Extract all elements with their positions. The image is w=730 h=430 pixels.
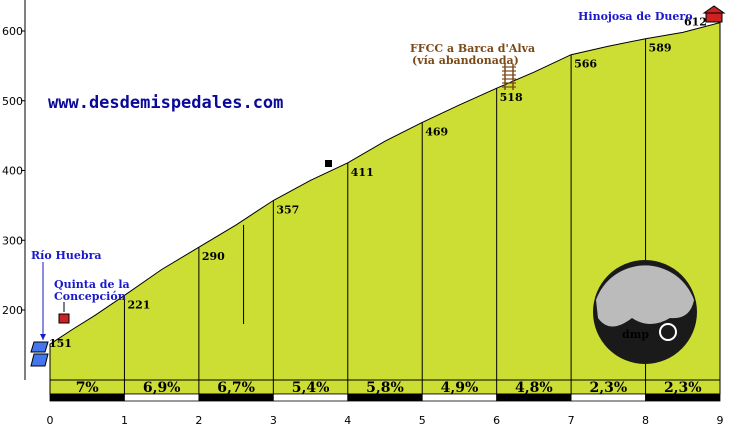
town-icon-roof	[702, 5, 726, 14]
y-tick-label-600: 600	[2, 25, 23, 38]
farm-house-icon	[58, 313, 70, 324]
annotation-farm-line1: Quinta de la	[54, 278, 130, 291]
x-tick-label-9: 9	[717, 414, 724, 427]
gradient-label-3: 5,4%	[292, 380, 330, 396]
x-tick-label-6: 6	[493, 414, 500, 427]
y-tick-label-300: 300	[2, 234, 23, 247]
website-text: www.desdemispedales.com	[48, 93, 283, 113]
distance-segment-7	[570, 393, 646, 402]
gradient-label-5: 4,9%	[441, 380, 479, 396]
x-tick-label-7: 7	[568, 414, 575, 427]
distance-segment-1	[124, 393, 200, 402]
gradient-label-4: 5,8%	[366, 380, 404, 396]
logo-spiral	[659, 323, 677, 341]
logo-cloud	[596, 265, 694, 327]
annotation-railway-line2: (vía abandonada)	[412, 54, 519, 67]
fountain-icon	[325, 160, 332, 167]
gradient-label-6: 4,8%	[515, 380, 553, 396]
x-tick-label-1: 1	[121, 414, 128, 427]
elevation-label-411: 411	[351, 166, 374, 179]
distance-segment-6	[496, 393, 572, 402]
x-tick-label-4: 4	[344, 414, 351, 427]
annotation-end-town: Hinojosa de Duero	[578, 10, 693, 23]
elevation-label-290: 290	[202, 250, 225, 263]
x-tick-label-2: 2	[195, 414, 202, 427]
annotation-start-river: Río Huebra	[31, 249, 102, 262]
y-tick-label-500: 500	[2, 95, 23, 108]
gradient-label-2: 6,7%	[217, 380, 255, 396]
gradient-label-1: 6,9%	[143, 380, 181, 396]
river-pointer-arrow	[40, 334, 46, 340]
gradient-label-7: 2,3%	[589, 380, 627, 396]
distance-segment-8	[645, 393, 721, 402]
distance-segment-5	[421, 393, 498, 402]
elevation-label-566: 566	[574, 58, 597, 71]
elevation-label-612: 612	[684, 16, 707, 29]
x-tick-label-5: 5	[419, 414, 426, 427]
x-tick-label-0: 0	[47, 414, 54, 427]
elevation-label-151: 151	[49, 337, 72, 350]
distance-segment-3	[272, 393, 349, 402]
distance-segment-0	[49, 393, 125, 402]
elevation-label-589: 589	[649, 42, 672, 55]
x-tick-label-8: 8	[642, 414, 649, 427]
y-tick-label-200: 200	[2, 304, 23, 317]
gradient-label-8: 2,3%	[664, 380, 702, 396]
river-icon-top	[30, 341, 49, 353]
logo-text: dmp	[622, 328, 649, 341]
x-tick-label-3: 3	[270, 414, 277, 427]
gradient-label-0: 7%	[76, 380, 99, 396]
y-tick-label-400: 400	[2, 165, 23, 178]
distance-segment-2	[198, 393, 274, 402]
elevation-label-518: 518	[500, 91, 523, 104]
annotation-farm-line2: Concepción	[54, 290, 126, 303]
annotation-railway-line1: FFCC a Barca d'Alva	[410, 42, 535, 55]
distance-segment-4	[347, 393, 423, 402]
profile-area	[49, 21, 721, 381]
river-icon-bottom	[30, 353, 49, 367]
elevation-label-221: 221	[127, 298, 150, 311]
elevation-label-469: 469	[425, 125, 448, 138]
elevation-label-357: 357	[276, 203, 299, 216]
